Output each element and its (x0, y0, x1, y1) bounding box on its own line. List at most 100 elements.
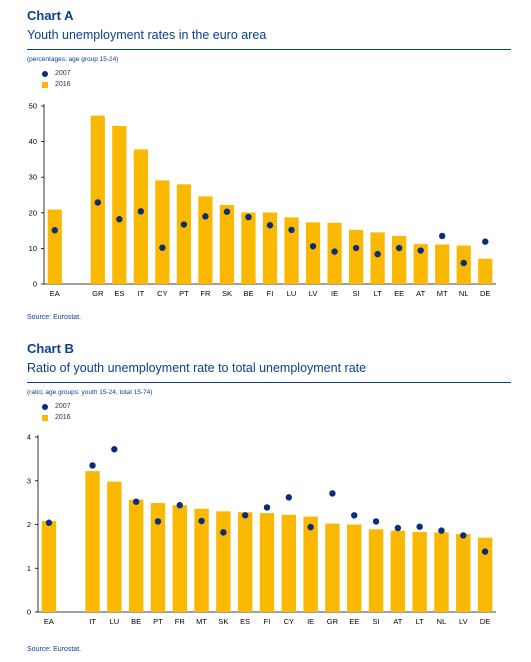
y-tick-label: 50 (29, 102, 37, 111)
x-tick-label: CY (157, 289, 167, 298)
x-tick-label: LU (110, 617, 120, 626)
point-2007-FR (202, 213, 209, 220)
point-2007-EE (351, 512, 358, 519)
x-tick-label: LT (374, 289, 383, 298)
bar-2016-AT (413, 244, 428, 284)
chart-source: Source: Eurostat. (27, 646, 82, 653)
y-tick-label: 4 (27, 433, 31, 442)
point-2007-CY (285, 494, 293, 501)
x-tick-label: EE (349, 617, 359, 626)
point-2007-LU (288, 226, 295, 234)
bar-2016-FI (259, 513, 275, 612)
point-2007-EE (395, 244, 403, 252)
x-tick-label: MT (196, 617, 207, 626)
point-2007-FI (263, 504, 271, 511)
x-tick-label: GR (327, 617, 339, 626)
legend-item-2007: 2007 (42, 401, 71, 412)
point-2007-AT (394, 524, 402, 532)
legend-item-2016: 2016 (42, 79, 71, 90)
x-tick-label: SK (218, 617, 228, 626)
y-tick-label: 3 (27, 476, 31, 485)
point-2007-BE (132, 498, 140, 505)
x-tick-label: SI (353, 289, 360, 298)
point-2007-LV (460, 532, 467, 539)
x-tick-label: EE (394, 289, 404, 298)
y-tick-label: 1 (27, 564, 31, 573)
bar-2016-PT (150, 503, 166, 612)
y-tick-label: 0 (27, 608, 31, 617)
point-2007-SI (372, 518, 380, 525)
x-tick-label: BE (243, 289, 253, 298)
chart-a: Chart A Youth unemployment rates in the … (0, 0, 531, 330)
title-divider (27, 382, 511, 383)
bar-2016-PT (176, 184, 192, 284)
point-2007-DE (481, 548, 489, 555)
x-tick-label: FI (264, 617, 271, 626)
x-tick-label: EA (50, 289, 60, 298)
legend-label: 2007 (55, 70, 71, 77)
x-tick-label: MT (437, 289, 448, 298)
y-tick-label: 2 (27, 520, 31, 529)
bar-2016-MT (194, 508, 209, 612)
x-tick-label: FR (200, 289, 211, 298)
x-tick-label: LV (309, 289, 318, 298)
point-2007-LU (111, 446, 118, 453)
x-tick-label: DE (480, 289, 490, 298)
point-2007-GR (94, 199, 102, 206)
point-2007-CY (159, 244, 166, 251)
point-2007-MT (198, 517, 205, 525)
point-2007-IT (137, 208, 145, 215)
point-2007-ES (116, 216, 123, 223)
bar-2016-GR (325, 523, 340, 612)
x-tick-label: BE (131, 617, 141, 626)
x-tick-label: ES (240, 617, 250, 626)
x-tick-label: PT (153, 617, 163, 626)
x-tick-label: AT (416, 289, 425, 298)
chart-label: Chart A (27, 8, 74, 23)
point-2007-LT (374, 250, 381, 258)
point-2007-EA (51, 227, 58, 234)
x-tick-label: DE (480, 617, 490, 626)
chart-title: Ratio of youth unemployment rate to tota… (27, 361, 367, 375)
x-tick-label: PT (179, 289, 189, 298)
bar-2016-SK (216, 511, 231, 612)
bar-2016-ES (112, 125, 127, 284)
y-tick-label: 10 (29, 244, 37, 253)
x-tick-label: GR (92, 289, 104, 298)
bar-2016-LT (412, 531, 427, 612)
chart-subtitle: (percentages; age group 15-24) (27, 56, 119, 63)
legend-label: 2007 (55, 403, 71, 410)
point-2007-PT (180, 221, 188, 228)
bar-2016-SK (219, 204, 235, 284)
title-divider (27, 49, 511, 50)
point-2007-ES (241, 512, 249, 519)
bar-2016-SI (348, 229, 364, 284)
y-tick-label: 0 (33, 280, 37, 289)
x-tick-label: IE (307, 617, 314, 626)
x-tick-label: SI (373, 617, 380, 626)
x-tick-label: FI (267, 289, 274, 298)
bar-2016-IE (303, 516, 318, 612)
point-2007-IE (307, 523, 314, 531)
x-tick-label: IT (89, 617, 96, 626)
x-tick-label: CY (284, 617, 294, 626)
point-2007-EA (45, 519, 53, 526)
bar-2016-EE (392, 235, 407, 284)
x-tick-label: IT (138, 289, 145, 298)
bar-2016-LT (370, 232, 385, 284)
bar-2016-LV (305, 222, 321, 284)
bar-2016-AT (390, 530, 406, 612)
x-tick-label: EA (44, 617, 54, 626)
point-2007-AT (417, 247, 424, 254)
legend-label: 2016 (55, 414, 71, 421)
legend-square-icon (42, 414, 48, 421)
bar-2016-CY (155, 180, 170, 284)
y-tick-label: 30 (29, 173, 37, 182)
y-tick-label: 40 (29, 137, 37, 146)
legend-label: 2016 (55, 81, 71, 88)
chart-title: Youth unemployment rates in the euro are… (27, 28, 267, 42)
x-tick-label: AT (393, 617, 402, 626)
bar-2016-DE (477, 537, 493, 612)
legend-square-icon (42, 81, 48, 88)
point-2007-LT (416, 523, 423, 530)
